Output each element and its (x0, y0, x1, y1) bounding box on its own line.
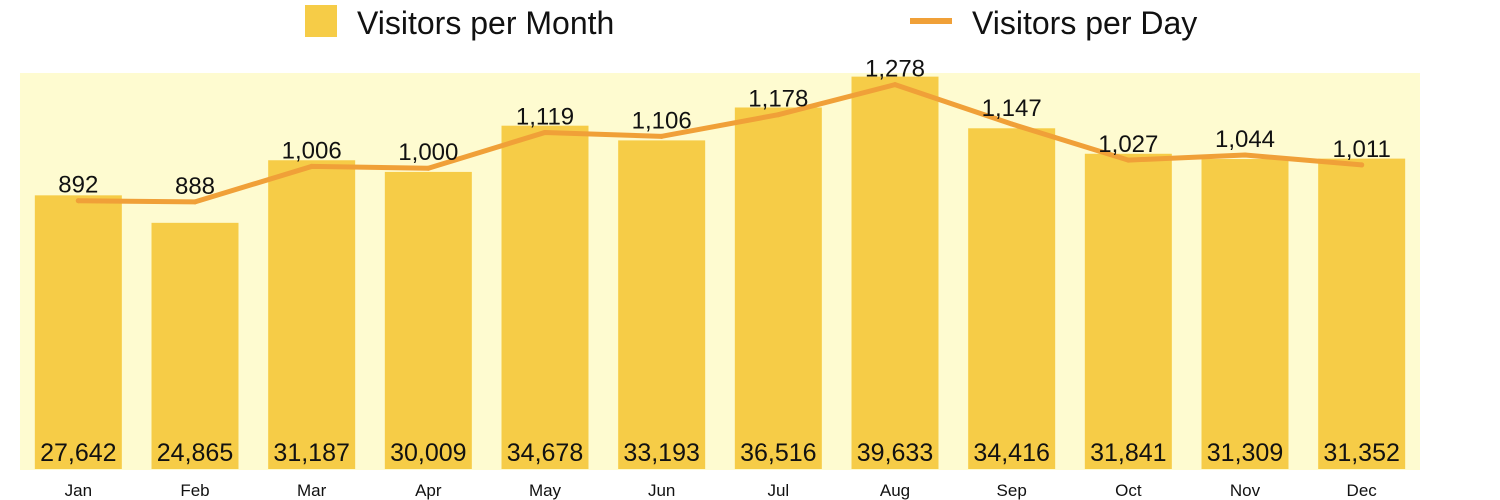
x-tick-label-jun: Jun (648, 481, 675, 500)
line-value-label-sep: 1,147 (982, 95, 1042, 122)
bar-sep (968, 128, 1056, 469)
bar-jan (34, 195, 122, 470)
bar-value-label-oct: 31,841 (1090, 439, 1166, 467)
bar-value-label-apr: 30,009 (390, 439, 466, 467)
line-value-label-aug: 1,278 (865, 56, 925, 83)
legend-line-swatch (910, 18, 952, 24)
legend-bar-swatch (305, 5, 337, 37)
bar-mar (268, 160, 356, 469)
line-point-sep (1009, 121, 1015, 127)
line-point-jul (775, 112, 781, 118)
line-point-may (542, 129, 548, 135)
bar-jun (618, 140, 706, 470)
bar-value-label-aug: 39,633 (857, 439, 933, 467)
line-point-oct (1125, 157, 1131, 163)
line-value-label-may: 1,119 (516, 103, 574, 130)
x-axis-tick-labels: Jan Feb Mar Apr May Jun Jul Aug Sep Oct Nov Dec (65, 481, 1378, 500)
x-tick-label-nov: Nov (1230, 481, 1261, 500)
line-value-label-apr: 1,000 (398, 139, 458, 166)
x-tick-label-aug: Aug (880, 481, 910, 500)
legend: Visitors per Month Visitors per Day (305, 5, 1197, 41)
line-value-label-oct: 1,027 (1098, 131, 1158, 158)
bar-feb (151, 222, 239, 469)
x-tick-label-mar: Mar (297, 481, 327, 500)
bar-series (34, 76, 1406, 470)
bar-oct (1084, 153, 1172, 469)
plot-background (20, 73, 1420, 470)
line-value-label-jan: 892 (58, 172, 98, 199)
line-data-labels: 892 888 1,006 1,000 1,119 1,106 1,178 1,278 1,14… (58, 56, 1390, 200)
line-point-feb (192, 199, 198, 205)
bar-jul (734, 107, 822, 469)
bar-dec (1318, 158, 1406, 469)
x-tick-label-oct: Oct (1115, 481, 1142, 500)
x-tick-label-apr: Apr (415, 481, 442, 500)
bar-value-label-jun: 33,193 (623, 439, 699, 467)
line-point-jun (659, 133, 665, 139)
x-tick-label-dec: Dec (1347, 481, 1378, 500)
line-point-jan (75, 198, 81, 204)
visitors-per-day-line (75, 82, 1365, 205)
x-tick-label-may: May (529, 481, 562, 500)
x-tick-label-jan: Jan (65, 481, 92, 500)
x-tick-label-sep: Sep (997, 481, 1027, 500)
legend-label-visitors-per-month: Visitors per Month (357, 5, 614, 41)
line-point-aug (892, 82, 898, 88)
bar-value-label-feb: 24,865 (157, 439, 233, 467)
legend-label-visitors-per-day: Visitors per Day (972, 5, 1197, 41)
line-point-dec (1359, 162, 1365, 168)
line-value-label-jul: 1,178 (748, 86, 808, 113)
bar-may (501, 125, 589, 469)
line-value-label-feb: 888 (175, 173, 215, 200)
line-value-label-dec: 1,011 (1333, 136, 1391, 163)
x-tick-label-jul: Jul (767, 481, 789, 500)
bar-value-label-jan: 27,642 (40, 439, 116, 467)
line-value-label-jun: 1,106 (632, 107, 692, 134)
bar-value-label-nov: 31,309 (1207, 439, 1283, 467)
line-value-label-mar: 1,006 (282, 137, 342, 164)
bar-value-label-may: 34,678 (507, 439, 583, 467)
bar-value-label-jul: 36,516 (740, 439, 816, 467)
bar-value-label-mar: 31,187 (273, 439, 349, 467)
x-tick-label-feb: Feb (180, 481, 209, 500)
bar-aug (851, 76, 939, 469)
line-point-mar (309, 163, 315, 169)
bar-value-label-sep: 34,416 (973, 439, 1049, 467)
bar-data-labels: 27,642 24,865 31,187 30,009 34,678 33,193 36,5… (40, 439, 1400, 467)
line-series (75, 82, 1365, 205)
line-point-nov (1242, 152, 1248, 158)
bar-nov (1201, 159, 1289, 469)
bar-apr (384, 171, 472, 470)
line-value-label-nov: 1,044 (1215, 126, 1275, 153)
bar-value-label-dec: 31,352 (1323, 439, 1399, 467)
line-point-apr (425, 165, 431, 171)
